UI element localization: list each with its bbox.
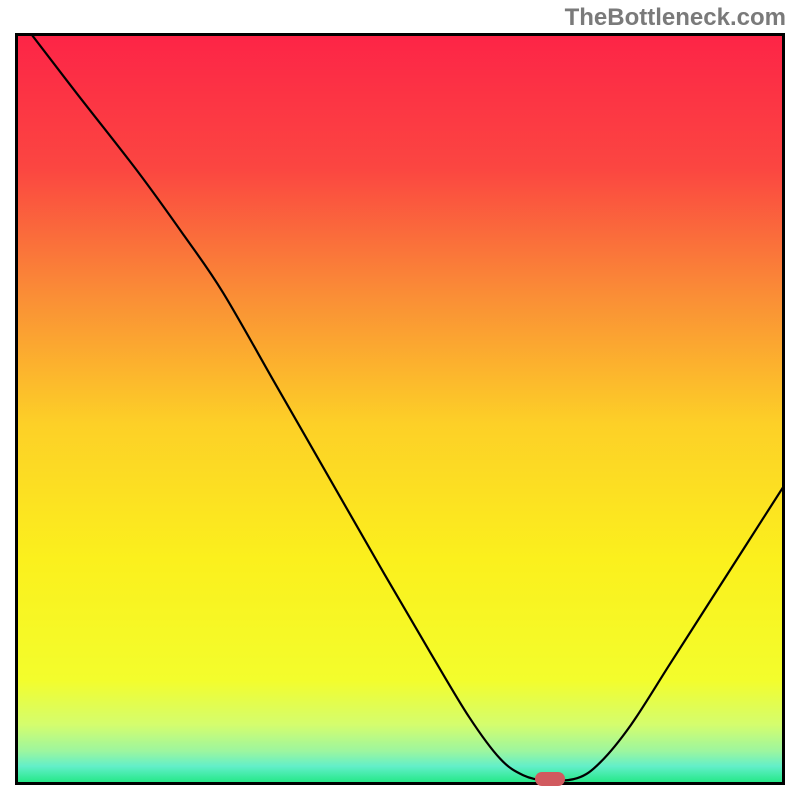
stage: TheBottleneck.com xyxy=(0,0,800,800)
watermark-label: TheBottleneck.com xyxy=(565,4,786,32)
plot-frame xyxy=(15,33,785,785)
curve-svg xyxy=(15,33,785,785)
minimum-marker xyxy=(535,772,565,786)
bottleneck-curve xyxy=(30,33,785,781)
